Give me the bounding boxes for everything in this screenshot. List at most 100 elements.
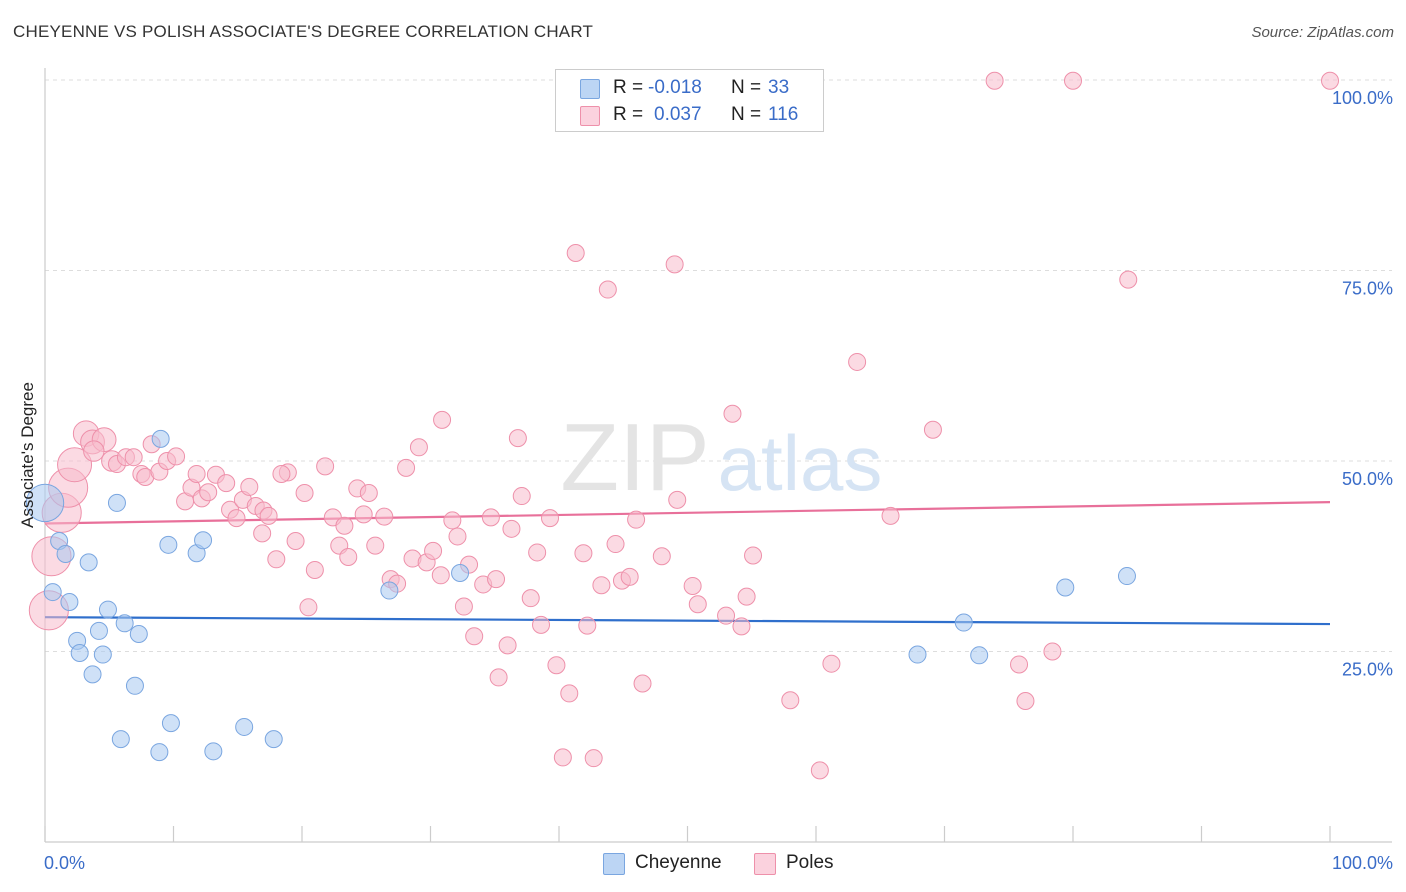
- cheyenne-point: [79, 553, 98, 572]
- cheyenne-point: [150, 743, 169, 762]
- poles-point: [354, 505, 373, 524]
- poles-point: [592, 576, 611, 595]
- y-tick-label: 100.0%: [1332, 88, 1393, 108]
- poles-point: [335, 516, 354, 535]
- legend-r-label: R =: [613, 77, 644, 98]
- cheyenne-point: [43, 583, 62, 602]
- cheyenne-point: [93, 645, 112, 664]
- cheyenne-point: [56, 544, 75, 563]
- legend-swatch-cheyenne: [580, 79, 600, 99]
- poles-point: [454, 597, 473, 616]
- legend-n-value: 33: [768, 77, 790, 98]
- poles-point: [848, 352, 867, 371]
- legend-r-value: 0.037: [654, 104, 702, 125]
- poles-point: [227, 509, 246, 528]
- poles-point: [822, 654, 841, 673]
- cheyenne-point: [194, 531, 213, 550]
- cheyenne-point: [264, 730, 283, 749]
- poles-point: [541, 509, 560, 528]
- cheyenne-point: [161, 714, 180, 733]
- watermark-zip: ZIP: [560, 404, 709, 511]
- gridlines: [45, 79, 1392, 652]
- poles-point: [443, 511, 462, 530]
- poles-point: [286, 532, 305, 551]
- cheyenne-point: [159, 535, 178, 554]
- poles-point: [717, 606, 736, 625]
- legend-swatch-cheyenne: [603, 853, 625, 875]
- legend-r-label: R =: [613, 104, 644, 125]
- cheyenne-point: [451, 564, 470, 583]
- poles-point: [553, 748, 572, 767]
- poles-point: [737, 587, 756, 606]
- poles-point: [923, 420, 942, 439]
- poles-point: [124, 448, 143, 467]
- legend-n-label: N =: [731, 104, 762, 125]
- poles-point: [627, 510, 646, 529]
- poles-point: [1119, 270, 1138, 289]
- cheyenne-point: [25, 483, 65, 523]
- poles-point: [316, 457, 335, 476]
- poles-point: [448, 527, 467, 546]
- poles-point: [199, 483, 218, 502]
- cheyenne-point: [111, 730, 130, 749]
- poles-point: [508, 429, 527, 448]
- legend-swatch-poles: [754, 853, 776, 875]
- poles-point: [375, 507, 394, 526]
- tick-labels: 25.0% 50.0% 75.0% 100.0% 0.0% 100.0%: [44, 88, 1393, 873]
- y-tick-label: 75.0%: [1342, 279, 1393, 299]
- x-tick-label-max: 100.0%: [1332, 853, 1393, 873]
- cheyenne-point: [83, 665, 102, 684]
- poles-point: [267, 550, 286, 569]
- poles-point: [598, 280, 617, 299]
- cheyenne-point: [115, 614, 134, 633]
- poles-point: [985, 71, 1004, 90]
- cheyenne-point: [235, 717, 254, 736]
- correlation-legend: R = -0.018 N = 33 R = 0.037 N = 116: [555, 69, 824, 132]
- poles-point: [167, 447, 186, 466]
- poles-point: [620, 567, 639, 586]
- poles-point: [532, 615, 551, 634]
- poles-point: [424, 541, 443, 560]
- cheyenne-point: [380, 581, 399, 600]
- x-tick-label-min: 0.0%: [44, 853, 85, 873]
- trendlines: [44, 501, 1331, 626]
- poles-point: [366, 536, 385, 555]
- source-label: Source: ZipAtlas.com: [1251, 24, 1394, 41]
- poles-point: [578, 616, 597, 635]
- y-axis-label: Associate's Degree: [18, 382, 37, 528]
- poles-point: [810, 761, 829, 780]
- poles-point: [339, 548, 358, 567]
- poles-point: [397, 458, 416, 477]
- legend-label-cheyenne: Cheyenne: [635, 852, 722, 873]
- cheyenne-point: [908, 645, 927, 664]
- poles-point: [431, 566, 450, 585]
- poles-trend-line: [44, 501, 1331, 525]
- poles-point: [359, 484, 378, 503]
- poles-point: [498, 636, 517, 655]
- poles-point: [668, 490, 687, 509]
- legend-r-value: -0.018: [648, 77, 702, 98]
- poles-point: [732, 617, 751, 636]
- poles-point: [1010, 655, 1029, 674]
- poles-point: [652, 547, 671, 566]
- poles-point: [83, 440, 105, 462]
- poles-point: [187, 464, 206, 483]
- poles-point: [574, 544, 593, 563]
- cheyenne-point: [970, 646, 989, 665]
- axes: [44, 68, 1392, 843]
- poles-point: [409, 438, 428, 457]
- poles-point: [781, 691, 800, 710]
- poles-point: [512, 487, 531, 506]
- poles-point: [665, 255, 684, 274]
- poles-point: [295, 484, 314, 503]
- cheyenne-point: [89, 621, 108, 640]
- poles-point: [1321, 71, 1339, 90]
- poles-point: [240, 477, 259, 496]
- poles-point: [253, 524, 272, 543]
- poles-point: [465, 627, 484, 646]
- poles-point: [723, 404, 742, 423]
- chart-title: CHEYENNE VS POLISH ASSOCIATE'S DEGREE CO…: [13, 22, 594, 41]
- cheyenne-points: [25, 429, 1136, 762]
- poles-point: [217, 474, 236, 493]
